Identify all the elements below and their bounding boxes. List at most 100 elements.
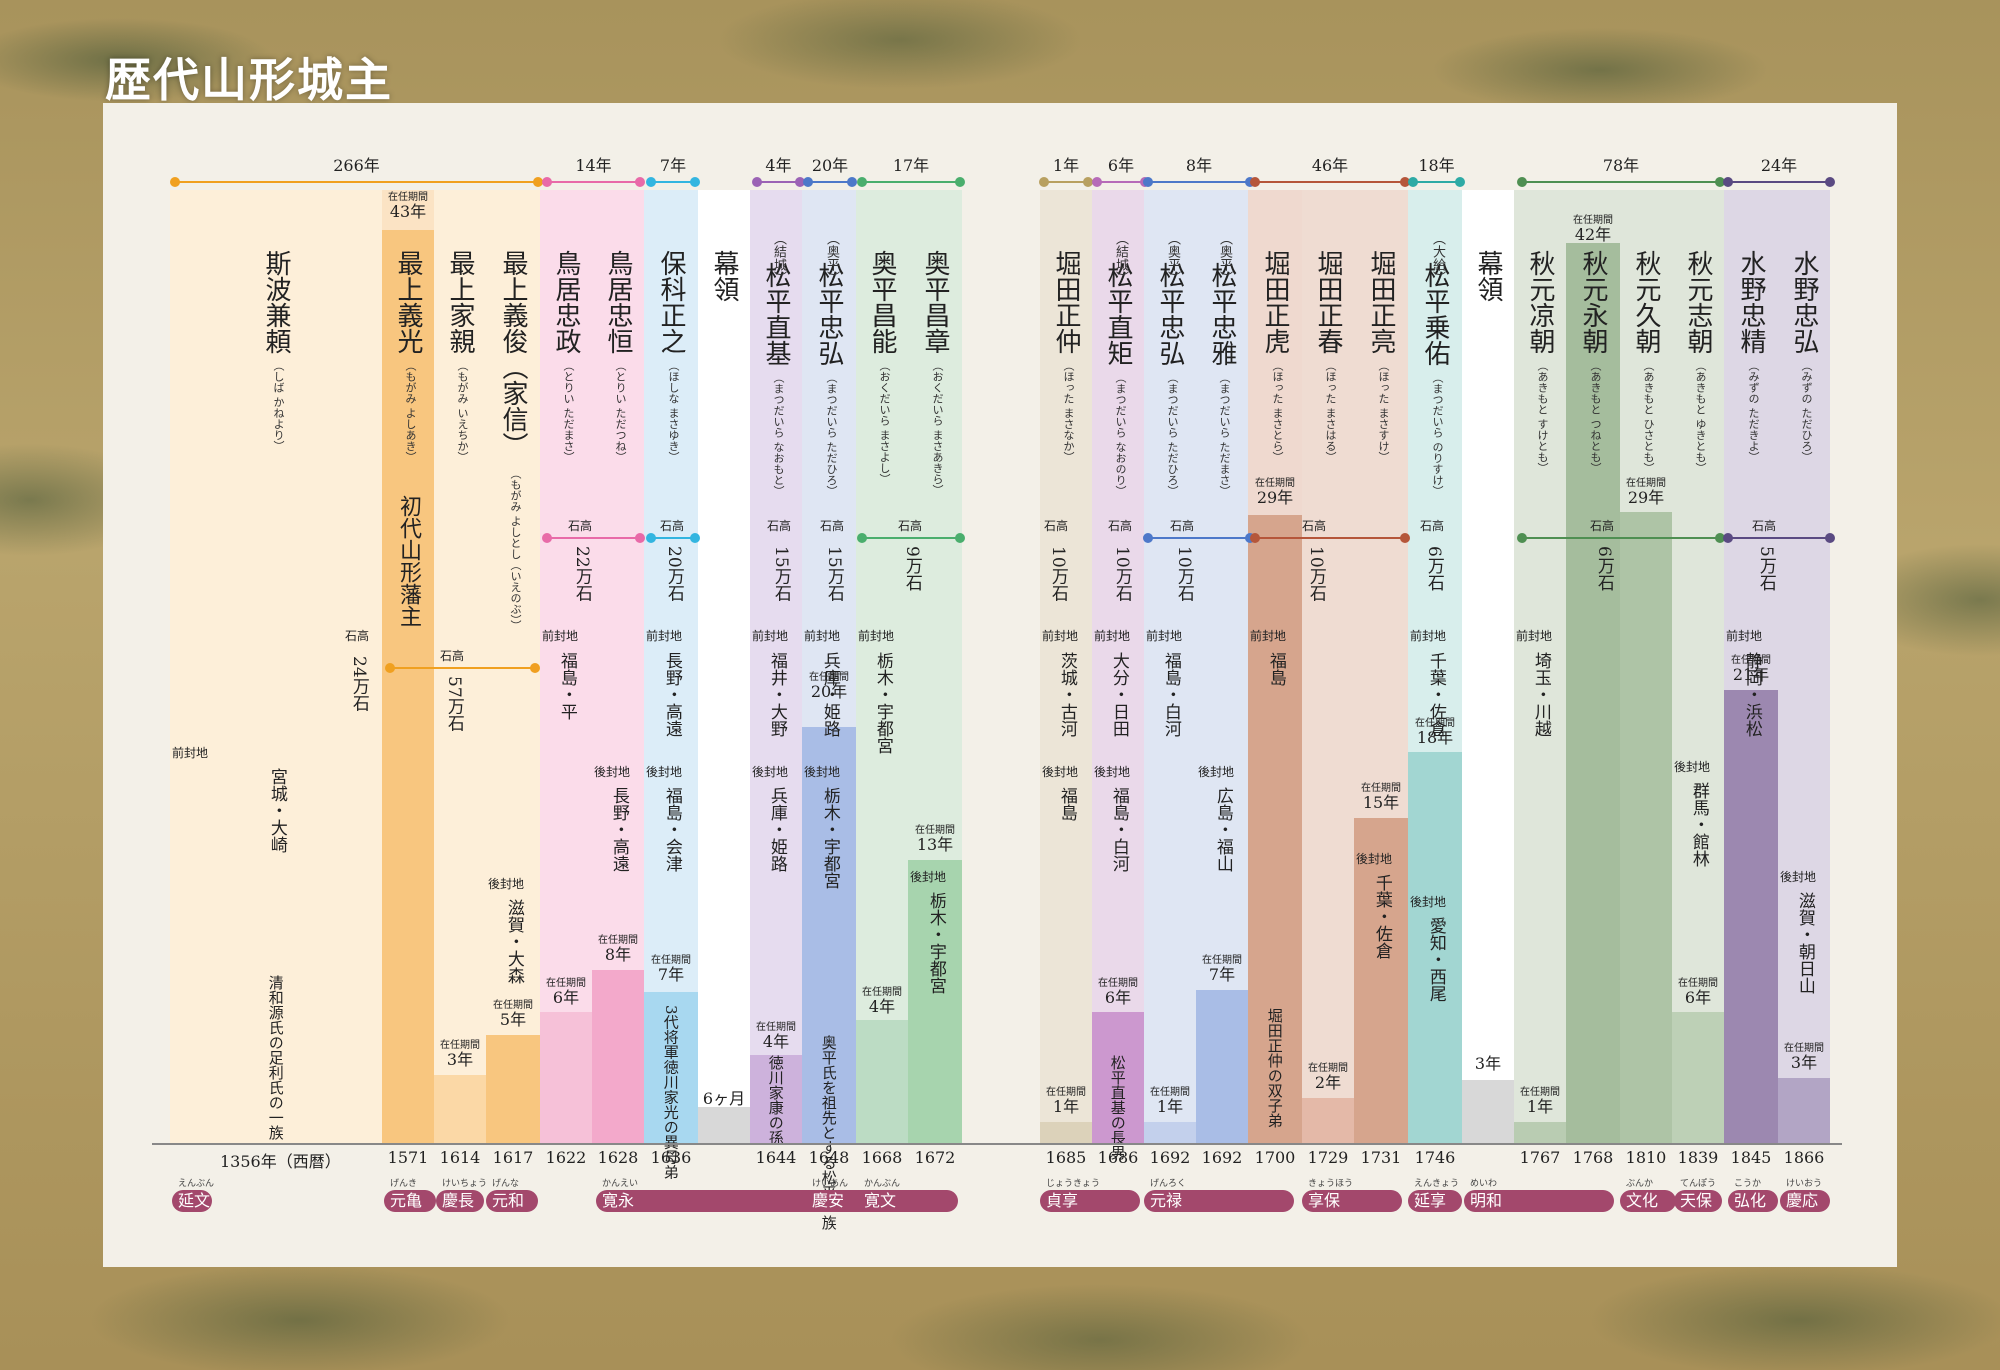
kokudaka-bracket — [1143, 528, 1255, 543]
era-reading: かんぶん — [864, 1179, 901, 1189]
tenure-bar — [1514, 1122, 1566, 1143]
lord-reading: （まつだいら なおのり） — [1114, 372, 1127, 497]
bracket-dot — [385, 663, 395, 673]
next-fief-label: 後封地 — [1042, 765, 1079, 779]
prev-fief-label: 前封地 — [646, 629, 683, 643]
bracket-label: 266年 — [333, 156, 380, 175]
bracket-dot — [542, 533, 552, 543]
prev-fief-label: 前封地 — [1250, 629, 1287, 643]
next-fief: 福島 — [1056, 787, 1077, 821]
prev-fief: 千葉・佐倉 — [1425, 652, 1446, 737]
tenure-value: 在任期間 5年 — [486, 1000, 540, 1029]
bracket-line — [651, 537, 695, 539]
bracket-label: 14年 — [575, 156, 612, 175]
lord-reading: （ほった まさとら） — [1271, 360, 1284, 463]
era-badge: 文化 — [1620, 1190, 1676, 1212]
next-fief-label: 後封地 — [1356, 852, 1393, 866]
tenure-label: 在任期間 — [388, 192, 428, 203]
era-reading: かんえい — [602, 1179, 639, 1189]
prev-fief-label: 前封地 — [1146, 629, 1183, 643]
kokudaka-value: 15万石 — [823, 546, 844, 602]
bracket-dot — [1408, 177, 1418, 187]
lord-name: 鳥居忠政 — [551, 250, 581, 354]
lord-name: 最上義俊（家信） — [498, 250, 528, 458]
lord-reading: （おくだいら まさあきら） — [931, 360, 944, 496]
year-label: 1622 — [545, 1148, 587, 1167]
tenure-group-bracket: 1年 — [1039, 156, 1093, 187]
lord-reading: （ほしな まさゆき） — [667, 360, 680, 463]
tenure-years: 6ヶ月 — [702, 1089, 746, 1108]
lord-name: 堀田正春 — [1313, 250, 1343, 354]
lord-reading: （あきもと ひさとも） — [1642, 360, 1655, 474]
bracket-label: 17年 — [892, 156, 930, 175]
next-fief: 滋賀・朝日山 — [1794, 892, 1815, 994]
tenure-group-bracket: 266年 — [170, 156, 543, 187]
next-fief-label: 後封地 — [804, 765, 841, 779]
era-badge: 弘化 — [1728, 1190, 1778, 1212]
tenure-bar — [1092, 1012, 1144, 1143]
year-label: 1839 — [1677, 1148, 1719, 1167]
year-label: 1668 — [861, 1148, 903, 1167]
lord-name: 保科正之 — [656, 250, 686, 354]
tenure-label: 在任期間 — [756, 1022, 796, 1033]
tenure-label: 在任期間 — [1678, 978, 1718, 989]
next-fief: 愛知・西尾 — [1425, 917, 1446, 1002]
prev-fief-label: 前封地 — [1094, 629, 1131, 643]
prev-fief: 茨城・古河 — [1056, 652, 1077, 737]
lord-column — [856, 190, 908, 1143]
tenure-value: 在任期間 21年 — [1724, 655, 1778, 684]
era-reading: えんきょう — [1414, 1179, 1460, 1189]
kokudaka-value: 22万石 — [571, 546, 592, 602]
tenure-bar — [644, 992, 698, 1143]
bracket-line — [547, 537, 640, 539]
lord-reading: （ほった まさすけ） — [1377, 360, 1390, 463]
bracket-line — [862, 181, 960, 183]
kokudaka-label: 石高 — [568, 519, 593, 533]
lord-name: 秋元永朝 — [1578, 250, 1608, 354]
lord-reading: （あきもと つねとも） — [1589, 360, 1602, 474]
lord-reading: （もがみ いえちか） — [456, 360, 469, 463]
tenure-years: 6年 — [1684, 988, 1712, 1007]
tenure-label: 在任期間 — [1573, 215, 1613, 226]
kokudaka-value: 15万石 — [770, 546, 791, 602]
timeline-axis — [152, 1143, 1842, 1145]
bracket-dot — [1250, 533, 1260, 543]
year-label: 1810 — [1625, 1148, 1667, 1167]
tenure-years: 21年 — [1732, 665, 1770, 684]
tenure-value: 在任期間 1年 — [1040, 1087, 1092, 1116]
tenure-label: 在任期間 — [1255, 478, 1295, 489]
year-label: 1644 — [755, 1148, 797, 1167]
year-label: 1746 — [1414, 1148, 1456, 1167]
lord-note: 奥平氏を祖先とする松平一族 — [819, 1035, 838, 1230]
bracket-dot — [857, 533, 867, 543]
tenure-years: 15年 — [1362, 793, 1400, 812]
prev-fief: 長野・高遠 — [661, 652, 682, 737]
next-fief-label: 後封地 — [1094, 765, 1131, 779]
lord-name: 最上義光 — [393, 250, 423, 354]
bracket-label: 1年 — [1052, 156, 1080, 175]
lord-reading: （とりい ただつね） — [614, 360, 627, 463]
bracket-line — [1255, 537, 1405, 539]
tenure-bar — [856, 1020, 908, 1143]
tenure-value: 在任期間 6年 — [1672, 978, 1724, 1007]
lord-name: 水野忠精 — [1736, 250, 1766, 354]
era-badge: 慶長 — [436, 1190, 484, 1212]
lord-reading: （みずの ただひろ） — [1800, 360, 1813, 463]
next-fief-label: 後封地 — [1410, 895, 1447, 909]
bracket-dot — [1723, 533, 1733, 543]
kokudaka-label: 石高 — [1420, 519, 1445, 533]
lord-reading: （あきもと すけとも） — [1536, 360, 1549, 474]
lord-reading: （まつだいら なおもと） — [772, 372, 785, 497]
era-badge: 慶応 — [1780, 1190, 1830, 1212]
tenure-group-bracket: 4年 — [752, 156, 805, 187]
era-reading: てんぽう — [1680, 1179, 1717, 1189]
lord-reading: （まつだいら のりすけ） — [1431, 372, 1444, 497]
bracket-dot — [635, 533, 645, 543]
bracket-dot — [1715, 177, 1725, 187]
tenure-value: 在任期間 3年 — [1778, 1043, 1830, 1072]
tenure-label: 在任期間 — [809, 672, 849, 683]
tenure-years: 20年 — [810, 682, 848, 701]
tenure-years: 6年 — [1104, 988, 1132, 1007]
kokudaka-bracket — [1517, 528, 1725, 543]
tenure-value: 在任期間 7年 — [1196, 955, 1248, 984]
